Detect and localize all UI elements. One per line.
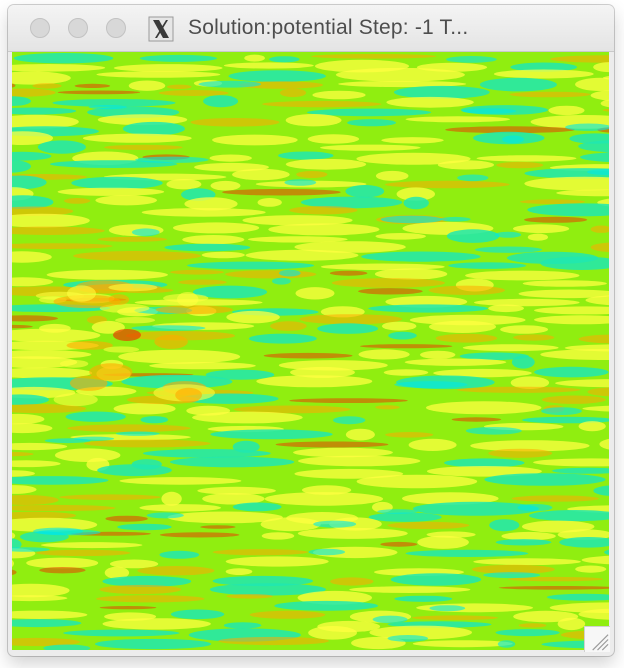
title-bar[interactable]: Solution:potential Step: -1 T...	[8, 5, 614, 52]
potential-field-plot	[12, 52, 609, 650]
application-window: Solution:potential Step: -1 T...	[8, 5, 614, 656]
window-title: Solution:potential Step: -1 T...	[188, 16, 469, 39]
resize-grip-icon[interactable]	[584, 626, 610, 652]
x11-icon	[148, 16, 174, 42]
zoom-button[interactable]	[106, 18, 126, 38]
field-streaks	[12, 53, 609, 650]
minimize-button[interactable]	[68, 18, 88, 38]
close-button[interactable]	[30, 18, 50, 38]
